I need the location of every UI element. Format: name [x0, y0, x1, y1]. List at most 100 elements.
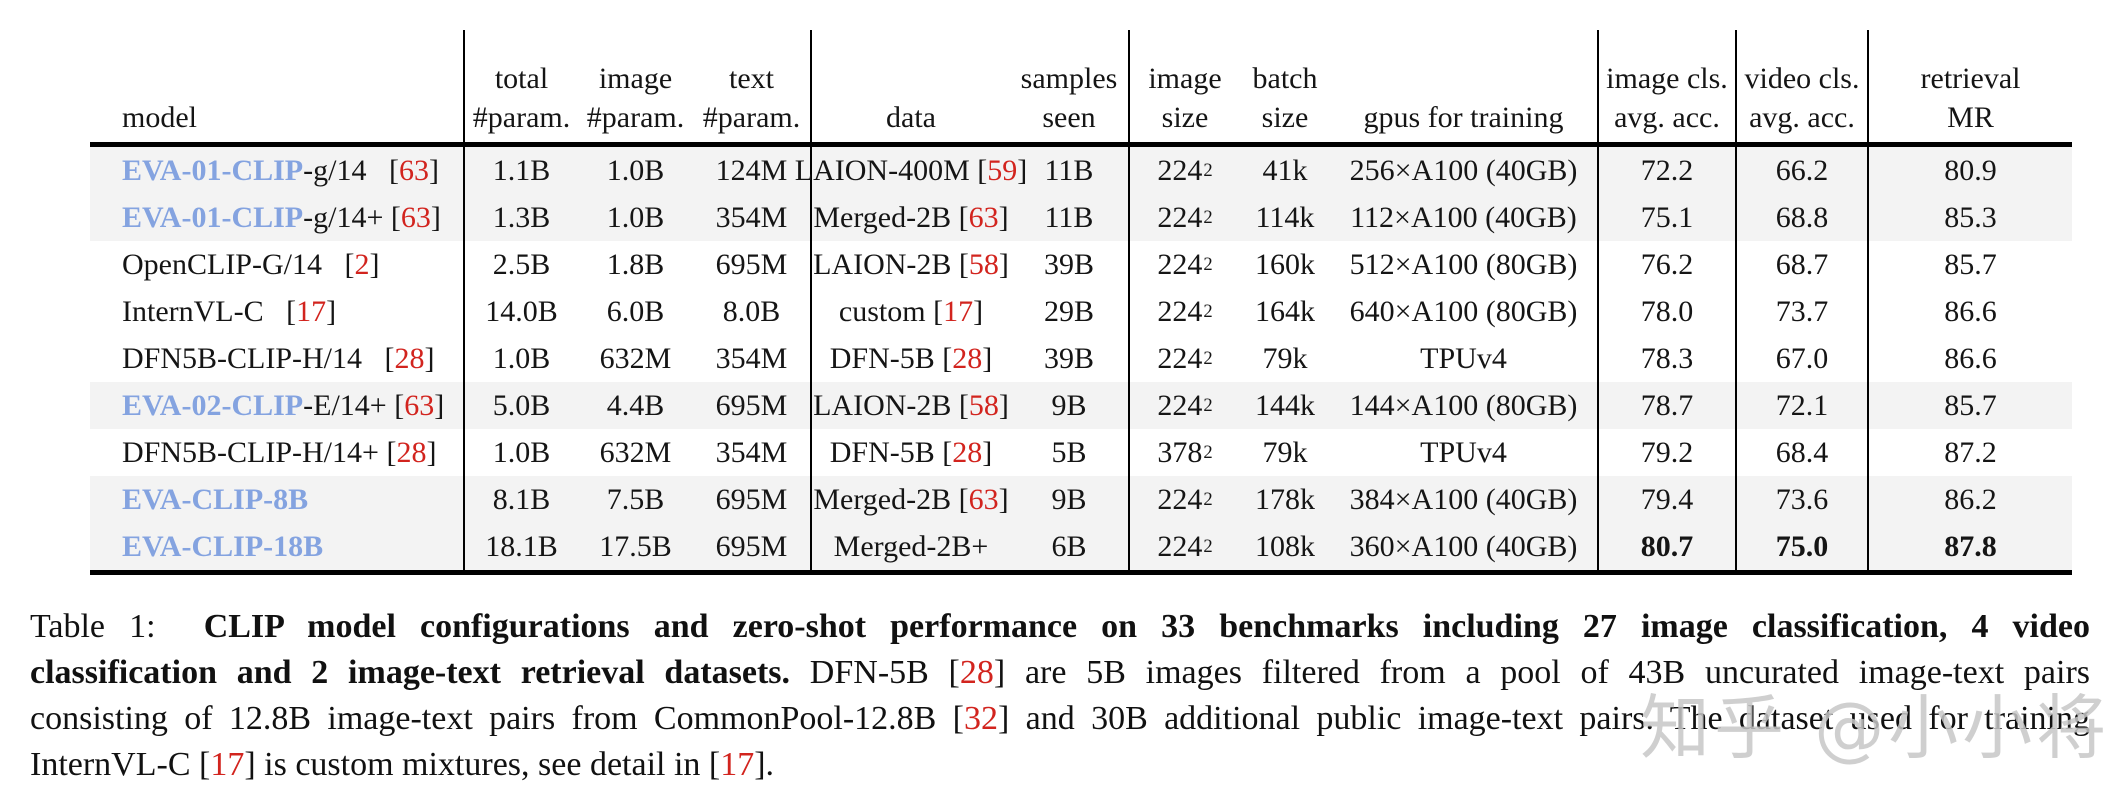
- cite-number: 28: [959, 654, 994, 691]
- retrieval-mr-cell: 86.6: [1867, 288, 2072, 335]
- data-cell: LAION-400M [59]: [795, 147, 1027, 194]
- header-line2: data: [886, 101, 936, 134]
- metric-value: 86.6: [1944, 294, 1997, 328]
- header-image-param: image #param.: [578, 30, 693, 142]
- table-row: InternVL-C [17] 14.0B 6.0B 8.0B custom [17] 2…: [90, 288, 2072, 335]
- header-line2: size: [1261, 101, 1309, 134]
- retrieval-mr-cell: 85.3: [1867, 194, 2072, 241]
- value: 144×A100 (80GB): [1349, 388, 1578, 422]
- cite-number: 63: [404, 388, 435, 422]
- spacer: [951, 389, 959, 423]
- text-params-cell: 695M: [693, 382, 810, 429]
- header-line1: text: [729, 62, 774, 95]
- model-cell: EVA-01-CLIP -g/14 [63]: [90, 147, 463, 194]
- data-cell: Merged-2B [63]: [810, 194, 1010, 241]
- model-variant: DFN5B-CLIP-H/14+: [122, 435, 379, 469]
- value: 6B: [1051, 529, 1087, 563]
- value: 6.0B: [606, 294, 665, 328]
- header-line1: total: [494, 62, 549, 95]
- cite-number: 28: [396, 435, 427, 469]
- model-variant: -E/14+: [303, 388, 387, 422]
- spacer: [951, 201, 959, 235]
- cite-bracket: [: [942, 435, 953, 469]
- total-params-cell: 5.0B: [463, 382, 578, 429]
- caption-text: ] are 5B images filtered from a pool of …: [993, 654, 2090, 691]
- cite-bracket: [: [958, 247, 969, 281]
- cite-bracket: [: [958, 200, 969, 234]
- total-params-cell: 14.0B: [463, 288, 578, 335]
- image-size-cell: 224 2: [1128, 147, 1240, 194]
- value: 224: [1157, 529, 1203, 563]
- table-row: EVA-CLIP-8B 8.1B 7.5B 695M Merged-2B [63] 9B 2…: [90, 476, 2072, 523]
- metric-value: 80.7: [1640, 529, 1694, 563]
- image-size-cell: 224 2: [1128, 288, 1240, 335]
- header-text-param: text #param.: [693, 30, 810, 142]
- cite-number: 28: [394, 341, 425, 375]
- value: 695M: [715, 388, 788, 422]
- model-cell: EVA-01-CLIP -g/14+ [63]: [90, 194, 463, 241]
- value: 224: [1157, 200, 1203, 234]
- cite-bracket: [: [386, 435, 397, 469]
- dataset-name: Merged-2B+: [833, 529, 989, 563]
- value: 14.0B: [485, 294, 558, 328]
- value: 178k: [1255, 482, 1315, 516]
- retrieval-mr-cell: 87.2: [1867, 429, 2072, 476]
- value: 1.8B: [606, 247, 665, 281]
- image-params-cell: 1.0B: [578, 194, 693, 241]
- retrieval-mr-cell: 85.7: [1867, 382, 2072, 429]
- gpus-cell: 384×A100 (40GB): [1330, 476, 1597, 523]
- header-line2: gpus for training: [1363, 101, 1564, 134]
- gpus-cell: 360×A100 (40GB): [1330, 523, 1597, 570]
- value: 632M: [599, 435, 672, 469]
- value: 160k: [1255, 247, 1315, 281]
- gpus-cell: 112×A100 (40GB): [1330, 194, 1597, 241]
- caption-text: InternVL-C [: [30, 746, 211, 783]
- cite-number: 2: [354, 247, 370, 281]
- spacer: [926, 295, 934, 329]
- value: TPUv4: [1420, 341, 1507, 375]
- value: 1.0B: [492, 341, 551, 375]
- cite-bracket: [: [344, 247, 355, 281]
- spacer: [383, 201, 391, 235]
- cite-number: 59: [987, 153, 1018, 187]
- total-params-cell: 1.3B: [463, 194, 578, 241]
- header-line1: image: [598, 62, 673, 95]
- header-video-cls: video cls. avg. acc.: [1735, 30, 1867, 142]
- value: 4.4B: [606, 388, 665, 422]
- model-variant: DFN5B-CLIP-H/14: [122, 341, 363, 375]
- value: 39B: [1043, 341, 1094, 375]
- spacer: [379, 436, 387, 470]
- data-cell: DFN-5B [28]: [810, 429, 1010, 476]
- caption-text: CLIP model configurations and zero-shot …: [203, 608, 2090, 645]
- cite-number: 17: [943, 294, 974, 328]
- value: 8.0B: [722, 294, 781, 328]
- table-row: OpenCLIP-G/14 [2] 2.5B 1.8B 695M LAION-2B [5…: [90, 241, 2072, 288]
- image-params-cell: 632M: [578, 429, 693, 476]
- value: 354M: [715, 435, 788, 469]
- model-cell: EVA-CLIP-8B: [90, 476, 463, 523]
- metric-value: 68.4: [1775, 435, 1829, 469]
- model-cell: OpenCLIP-G/14 [2]: [90, 241, 463, 288]
- dataset-name: LAION-400M: [794, 153, 970, 187]
- text-params-cell: 354M: [693, 429, 810, 476]
- batch-size-cell: 144k: [1240, 382, 1330, 429]
- cite-number: 63: [968, 482, 999, 516]
- cite-bracket: ]: [998, 200, 1009, 234]
- image-cls-cell: 79.2: [1597, 429, 1735, 476]
- metric-value: 68.7: [1775, 247, 1829, 281]
- header-line2: seen: [1042, 101, 1096, 134]
- image-params-cell: 6.0B: [578, 288, 693, 335]
- cite-bracket: [: [958, 388, 969, 422]
- text-params-cell: 354M: [693, 335, 810, 382]
- image-params-cell: 7.5B: [578, 476, 693, 523]
- caption-line: consisting of 12.8B image-text pairs fro…: [30, 696, 2090, 742]
- total-params-cell: 2.5B: [463, 241, 578, 288]
- data-cell: custom [17]: [810, 288, 1010, 335]
- metric-value: 87.2: [1944, 435, 1997, 469]
- text-params-cell: 695M: [693, 241, 810, 288]
- header-line2: #param.: [472, 101, 571, 134]
- cite-bracket: ]: [434, 388, 445, 422]
- text-params-cell: 124M: [693, 147, 810, 194]
- value: 5B: [1051, 435, 1087, 469]
- cite-bracket: [: [942, 341, 953, 375]
